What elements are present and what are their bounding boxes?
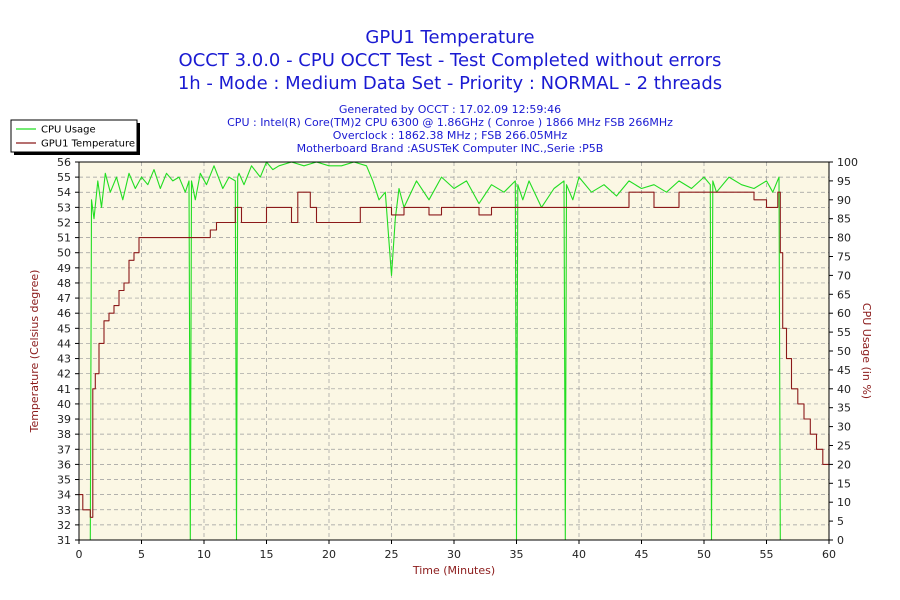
y-tick-label: 32 [57, 519, 71, 532]
legend-label-cpu-usage: CPU Usage [41, 125, 96, 136]
info-motherboard: Motherboard Brand :ASUSTeK Computer INC.… [296, 142, 604, 155]
x-tick-label: 25 [385, 548, 399, 561]
x-tick-label: 45 [635, 548, 649, 561]
y-tick-label: 48 [57, 277, 71, 290]
y-right-tick-label: 45 [837, 364, 851, 377]
y-tick-label: 53 [57, 201, 71, 214]
y-tick-label: 40 [57, 398, 71, 411]
info-cpu: CPU : Intel(R) Core(TM)2 CPU 6300 @ 1.86… [227, 116, 673, 129]
series-layer [79, 161, 830, 541]
chart-subtitle-2: 1h - Mode : Medium Data Set - Priority :… [177, 73, 723, 94]
y-tick-label: 54 [57, 186, 71, 199]
y-tick-label: 52 [57, 216, 71, 229]
y-right-tick-label: 15 [837, 477, 851, 490]
y-tick-label: 34 [57, 489, 71, 502]
y-axis-ticks: 31 32 33 34 35 36 37 38 39 40 41 42 43 44 45 46 47 48 49 50… [57, 156, 79, 547]
x-tick-label: 20 [322, 548, 336, 561]
y-tick-label: 44 [57, 337, 71, 350]
y-tick-label: 37 [57, 443, 71, 456]
series-line-cpu-usage [79, 161, 829, 541]
y-tick-label: 38 [57, 428, 71, 441]
legend-label-gpu1-temperature: GPU1 Temperature [41, 139, 135, 150]
y-tick-label: 45 [57, 322, 71, 335]
y-tick-label: 41 [57, 383, 71, 396]
x-tick-label: 30 [447, 548, 461, 561]
info-overclock: Overclock : 1862.38 MHz ; FSB 266.05MHz [332, 129, 568, 142]
x-axis-ticks: 0 5 10 15 20 25 30 35 40 45 50 55 60 [76, 540, 836, 561]
y-tick-label: 49 [57, 262, 71, 275]
y-right-tick-label: 55 [837, 326, 851, 339]
y-tick-label: 35 [57, 474, 71, 487]
y-right-tick-label: 35 [837, 402, 851, 415]
plot-frame [78, 161, 830, 541]
x-tick-label: 35 [510, 548, 524, 561]
y-right-tick-label: 100 [837, 156, 858, 169]
y-tick-label: 50 [57, 247, 71, 260]
y-right-tick-label: 50 [837, 345, 851, 358]
x-tick-label: 60 [822, 548, 836, 561]
y-right-tick-label: 10 [837, 496, 851, 509]
y-right-tick-label: 20 [837, 458, 851, 471]
y-tick-label: 33 [57, 504, 71, 517]
x-axis-title: Time (Minutes) [412, 564, 495, 577]
x-tick-label: 15 [260, 548, 274, 561]
y-right-tick-label: 80 [837, 232, 851, 245]
y-right-tick-label: 75 [837, 251, 851, 264]
y-tick-label: 39 [57, 413, 71, 426]
y-right-tick-label: 40 [837, 383, 851, 396]
y-right-tick-label: 5 [837, 515, 844, 528]
x-tick-label: 40 [572, 548, 586, 561]
y-right-tick-label: 30 [837, 421, 851, 434]
y-tick-label: 56 [57, 156, 71, 169]
y-right-tick-label: 85 [837, 213, 851, 226]
y-right-tick-label: 0 [837, 534, 844, 547]
y-tick-label: 36 [57, 458, 71, 471]
x-tick-label: 10 [197, 548, 211, 561]
y-tick-label: 43 [57, 353, 71, 366]
y-right-tick-label: 95 [837, 175, 851, 188]
info-generated: Generated by OCCT : 17.02.09 12:59:46 [338, 103, 562, 116]
y-tick-label: 46 [57, 307, 71, 320]
y-right-tick-label: 65 [837, 288, 851, 301]
y-tick-label: 31 [57, 534, 71, 547]
series-line-gpu1-temperature [79, 191, 830, 518]
y-right-tick-label: 25 [837, 440, 851, 453]
y-tick-label: 55 [57, 171, 71, 184]
y-right-tick-label: 90 [837, 194, 851, 207]
y-right-tick-label: 70 [837, 269, 851, 282]
y-tick-label: 51 [57, 232, 71, 245]
x-tick-label: 5 [138, 548, 145, 561]
x-tick-label: 0 [76, 548, 83, 561]
x-tick-label: 55 [760, 548, 774, 561]
legend: CPU Usage GPU1 Temperature [10, 119, 140, 155]
chart-subtitle-1: OCCT 3.0.0 - CPU OCCT Test - Test Comple… [178, 50, 722, 71]
chart-title: GPU1 Temperature [365, 27, 535, 48]
x-tick-label: 50 [697, 548, 711, 561]
y-right-axis-title: CPU Usage (in %) [860, 303, 873, 399]
y-right-axis-ticks: 0 5 10 15 20 25 30 35 40 45 50 55 60 65 70 75 80 85 90 95 10… [829, 156, 858, 547]
y-tick-label: 42 [57, 368, 71, 381]
y-axis-title: Temperature (Celsius degree) [28, 270, 41, 434]
y-right-tick-label: 60 [837, 307, 851, 320]
y-tick-label: 47 [57, 292, 71, 305]
